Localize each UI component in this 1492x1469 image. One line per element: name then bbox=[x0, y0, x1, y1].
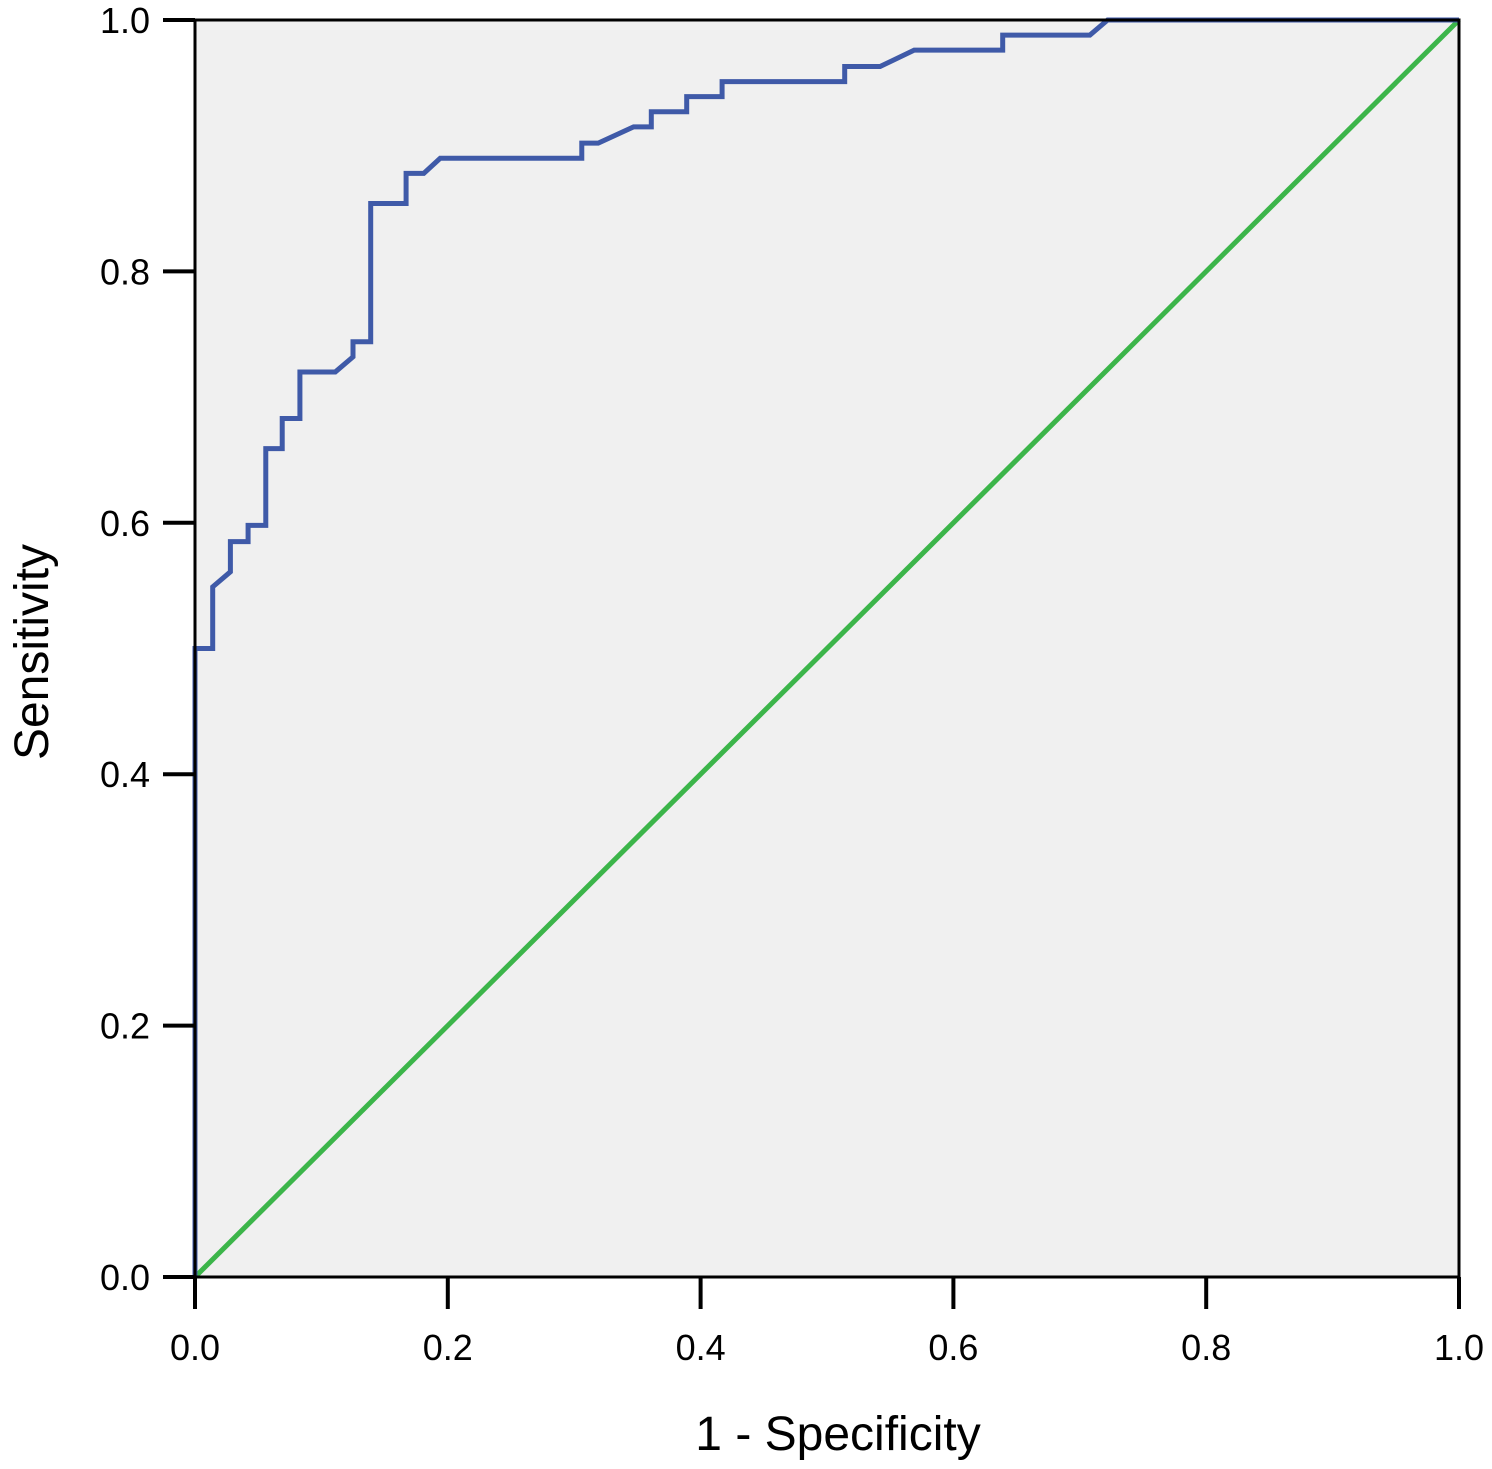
reference-line bbox=[193, 18, 1461, 1279]
series-layer bbox=[192, 17, 1461, 1279]
y-tick-label: 0.6 bbox=[100, 503, 150, 544]
roc-curve bbox=[192, 17, 1459, 1277]
axes: 0.0 0.2 0.4 0.6 0.8 1.0 0.0 0.2 0.4 0.6 0.8 1.0 bbox=[100, 0, 1484, 1368]
x-tick-label: 0.8 bbox=[1181, 1327, 1231, 1368]
y-axis-title: Sensitivity bbox=[6, 544, 59, 760]
x-tick-label: 1.0 bbox=[1434, 1327, 1484, 1368]
y-tick-label: 0.8 bbox=[100, 251, 150, 292]
x-tick-label: 0.6 bbox=[928, 1327, 978, 1368]
y-tick-label: 0.0 bbox=[100, 1257, 150, 1298]
plot-frame bbox=[193, 18, 1461, 1279]
x-tick-label: 0.0 bbox=[170, 1327, 220, 1368]
x-axis-title: 1 - Specificity bbox=[695, 1408, 980, 1461]
y-tick-label: 1.0 bbox=[100, 0, 150, 41]
x-tick-label: 0.4 bbox=[676, 1327, 726, 1368]
y-tick-label: 0.4 bbox=[100, 754, 150, 795]
y-tick-label: 0.2 bbox=[100, 1006, 150, 1047]
x-tick-label: 0.2 bbox=[423, 1327, 473, 1368]
